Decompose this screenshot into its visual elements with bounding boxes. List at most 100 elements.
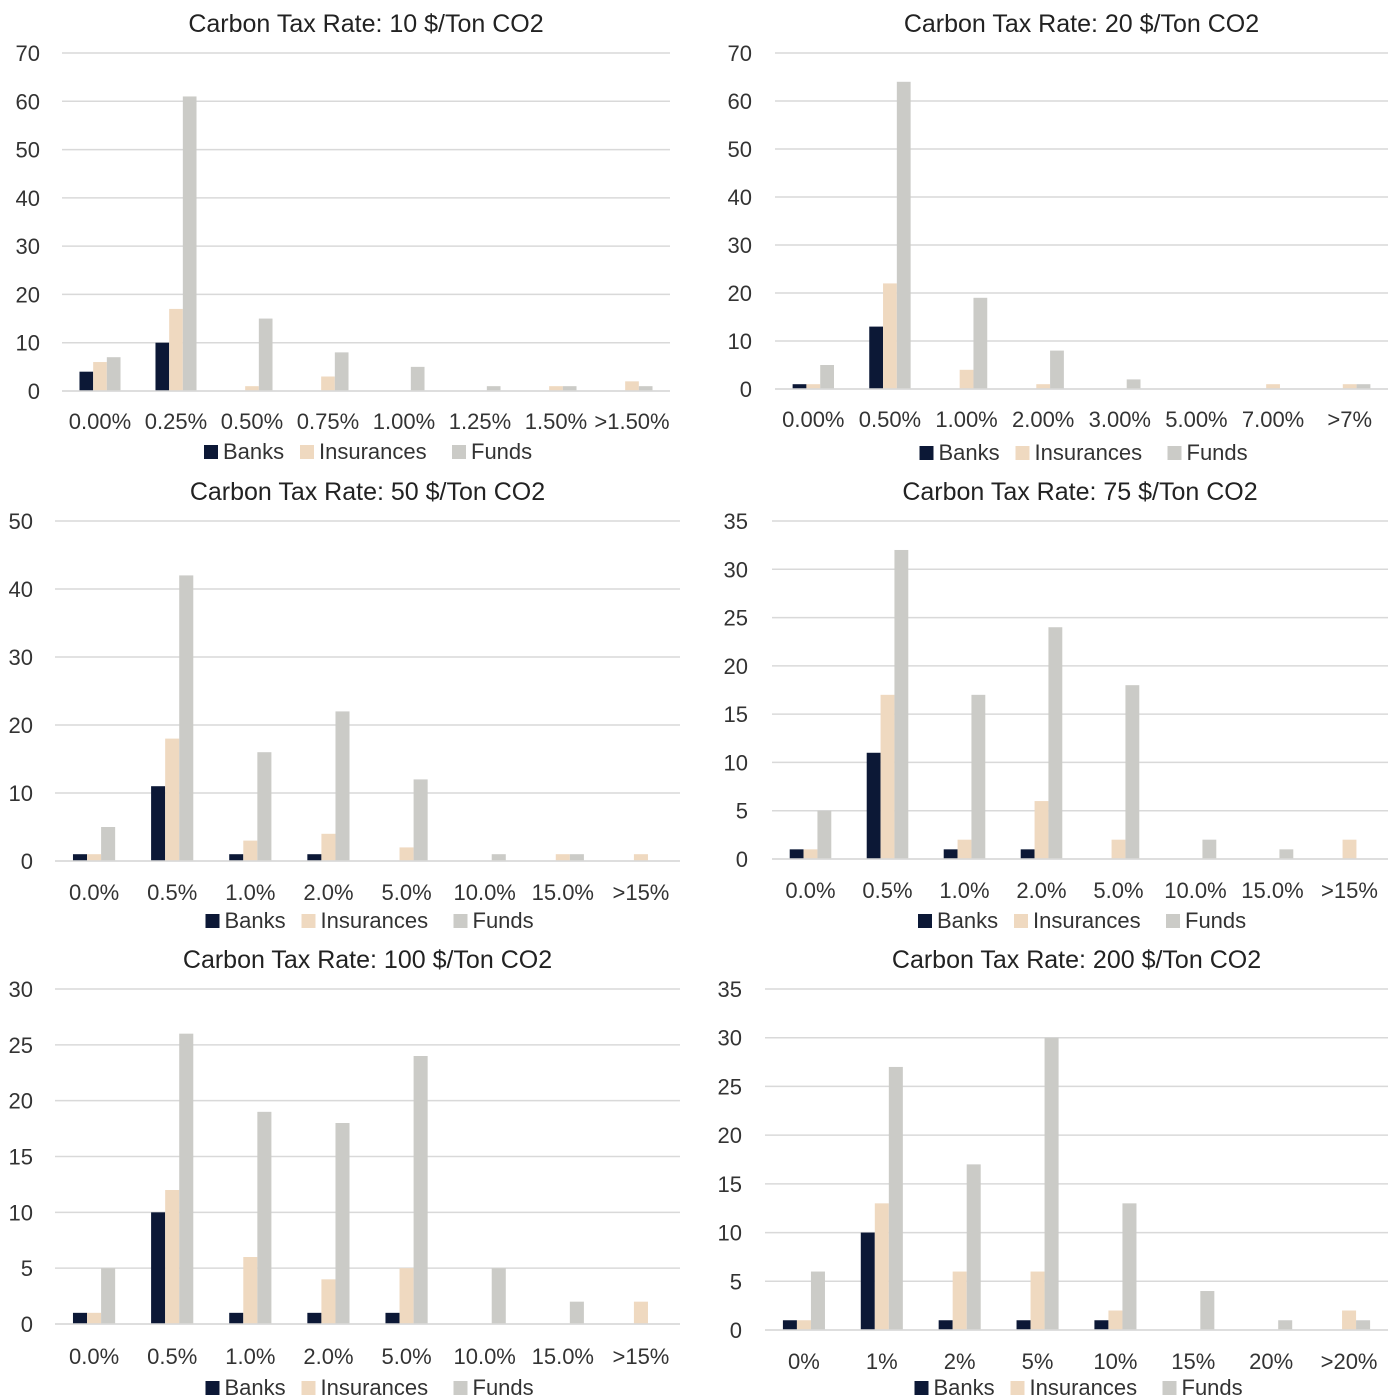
y-tick-label: 0: [740, 377, 752, 402]
bar-funds-10: [1122, 1203, 1136, 1330]
x-tick-label: 1.0%: [225, 880, 275, 905]
y-tick-label: 10: [9, 1200, 33, 1225]
bar-banks-0-5: [151, 786, 165, 861]
bar-funds-2-0: [1048, 627, 1062, 859]
bar-funds-15-0: [1279, 849, 1293, 859]
y-tick-label: 5: [730, 1269, 742, 1294]
x-tick-label: 10.0%: [453, 1344, 515, 1369]
y-tick-label: 25: [724, 606, 748, 631]
bar-funds-0-0: [101, 827, 115, 861]
x-tick-label: >15%: [612, 1344, 669, 1369]
x-tick-label: 0.25%: [145, 409, 207, 434]
y-tick-label: 10: [718, 1221, 742, 1246]
x-tick-label: >1.50%: [594, 409, 669, 434]
x-tick-label: 20%: [1249, 1349, 1293, 1374]
bar-banks-2-0: [307, 854, 321, 861]
chart-panel-75: Carbon Tax Rate: 75 $/Ton CO205101520253…: [710, 468, 1397, 936]
x-tick-label: 15.0%: [532, 880, 594, 905]
bar-funds-0-00: [107, 357, 121, 391]
legend-swatch-banks: [920, 446, 934, 460]
bar-insurances-15-0: [556, 854, 570, 861]
bar-insurances-0-5: [881, 695, 895, 859]
y-tick-label: 30: [724, 557, 748, 582]
bar-insurances-1-0: [243, 1257, 257, 1324]
x-tick-label: >15%: [1321, 878, 1378, 903]
bar-insurances-1-00: [960, 370, 974, 389]
bar-insurances-5-0: [400, 1268, 414, 1324]
x-tick-label: 0.0%: [69, 880, 119, 905]
y-tick-label: 50: [9, 509, 33, 534]
x-tick-label: 15.0%: [1241, 878, 1303, 903]
y-tick-label: 30: [9, 645, 33, 670]
bar-insurances-0-50: [883, 283, 897, 389]
bar-funds-10-0: [1202, 840, 1216, 859]
bar-banks-0-0: [73, 854, 87, 861]
legend-label-banks: Banks: [225, 908, 286, 933]
x-tick-label: 5%: [1022, 1349, 1054, 1374]
bar-insurances-0: [797, 1320, 811, 1330]
bar-funds-2: [967, 1164, 981, 1330]
y-tick-label: 0: [21, 849, 33, 874]
legend-label-funds: Funds: [1187, 440, 1248, 465]
legend-swatch-funds: [1163, 1381, 1177, 1395]
bar-insurances-1-0: [958, 840, 972, 859]
y-tick-label: 70: [728, 41, 752, 66]
bar-funds-5-0: [1125, 685, 1139, 859]
bar-banks-2-0: [1021, 849, 1035, 859]
bar-insurances-5-0: [400, 847, 414, 861]
bar-insurances-20: [1342, 1311, 1356, 1330]
x-tick-label: 0.50%: [221, 409, 283, 434]
bar-funds-0-25: [183, 96, 197, 391]
x-tick-label: 10.0%: [453, 880, 515, 905]
bar-insurances-0-25: [169, 309, 183, 391]
legend-swatch-banks: [915, 1381, 929, 1395]
bar-funds-0-5: [179, 575, 193, 861]
bar-insurances-2: [953, 1272, 967, 1330]
x-tick-label: 5.0%: [1093, 878, 1143, 903]
y-tick-label: 40: [16, 186, 40, 211]
y-tick-label: 25: [9, 1033, 33, 1058]
y-tick-label: 60: [16, 89, 40, 114]
x-tick-label: 1.0%: [225, 1344, 275, 1369]
legend: Banks Insurances Funds: [204, 439, 532, 464]
bar-banks-0-00: [79, 372, 93, 391]
y-tick-label: 20: [718, 1123, 742, 1148]
bar-banks-1-0: [229, 1313, 243, 1324]
bar-insurances-1: [875, 1203, 889, 1330]
y-tick-label: 25: [718, 1074, 742, 1099]
bar-insurances-10: [1108, 1311, 1122, 1330]
legend-swatch-insurances: [1011, 1381, 1025, 1395]
legend: Banks Insurances Funds: [920, 440, 1248, 465]
legend-swatch-insurances: [1016, 446, 1030, 460]
x-tick-label: 0.75%: [297, 409, 359, 434]
chart-title: Carbon Tax Rate: 75 $/Ton CO2: [902, 478, 1257, 506]
x-tick-label: 0.5%: [147, 1344, 197, 1369]
x-tick-label: 1.0%: [939, 878, 989, 903]
legend-swatch-funds: [454, 914, 468, 928]
bar-funds-0-0: [101, 1268, 115, 1324]
bar-insurances-2-0: [321, 834, 335, 861]
y-tick-label: 20: [16, 282, 40, 307]
x-tick-label: 5.0%: [381, 880, 431, 905]
bar-banks-0: [783, 1320, 797, 1330]
legend-swatch-funds: [454, 1381, 468, 1395]
x-tick-label: 0.0%: [69, 1344, 119, 1369]
bar-banks-1: [861, 1233, 875, 1330]
x-tick-label: 3.00%: [1089, 407, 1151, 432]
legend-label-banks: Banks: [939, 440, 1000, 465]
legend-swatch-banks: [206, 914, 220, 928]
legend-label-insurances: Insurances: [321, 1375, 429, 1398]
y-tick-label: 50: [16, 138, 40, 163]
y-tick-label: 20: [9, 713, 33, 738]
bar-banks-0-5: [151, 1212, 165, 1324]
x-tick-label: 1.00%: [373, 409, 435, 434]
bar-funds-0-75: [335, 352, 349, 391]
bar-funds-1-0: [257, 752, 271, 861]
y-tick-label: 0: [730, 1318, 742, 1343]
bar-insurances-1-0: [243, 841, 257, 861]
x-tick-label: 1.00%: [935, 407, 997, 432]
legend-label-insurances: Insurances: [321, 908, 429, 933]
bar-banks-0-25: [155, 343, 169, 391]
bar-funds-3-00: [1127, 379, 1141, 389]
